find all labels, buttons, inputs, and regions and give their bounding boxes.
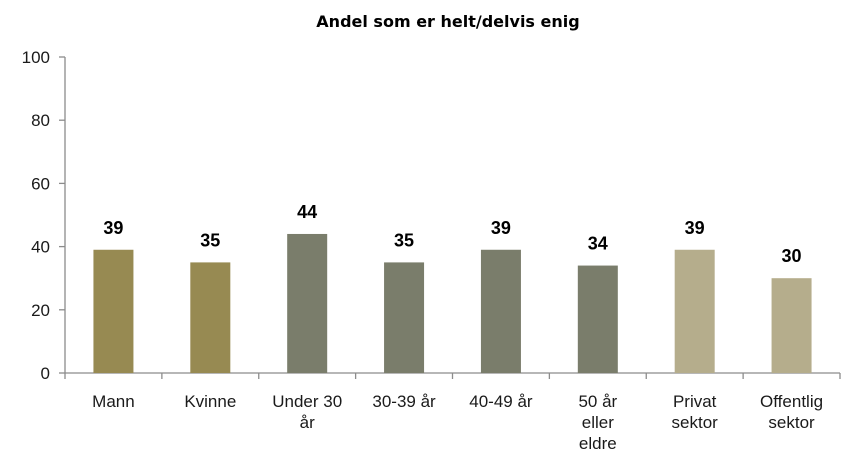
bars [93,233,812,373]
bar [577,265,618,373]
y-tick-label: 80 [31,111,50,130]
data-label: 39 [103,218,123,238]
y-tick-label: 60 [31,174,50,193]
category-label: Offentlig sektor [760,392,823,432]
bar [287,233,328,373]
category-label: Mann [92,392,135,411]
y-tick-label: 40 [31,238,50,257]
category-label: 40-49 år [469,392,533,411]
bar [384,262,425,373]
data-label: 39 [491,218,511,238]
bar [674,249,715,373]
bar [480,249,521,373]
bar [93,249,134,373]
category-label: 30-39 år [372,392,436,411]
bar [190,262,231,373]
category-label: Kvinne [184,392,236,411]
category-label: Privat sektor [672,392,719,432]
y-tick-label: 0 [41,364,50,383]
category-label: 50 år eller eldre [578,392,617,453]
data-label: 34 [588,234,608,254]
chart-axes [64,57,841,379]
data-label: 30 [782,246,802,266]
data-label: 35 [394,230,414,250]
category-labels: Mann Kvinne Under 30 år 30-39 år 40-49 år 50 å… [92,392,823,453]
data-label: 39 [685,218,705,238]
data-labels: 39 35 44 35 39 34 39 30 [103,202,801,266]
y-tick-label: 20 [31,301,50,320]
data-label: 35 [200,230,220,250]
y-axis-ticks: 0 20 40 60 80 100 [22,48,65,383]
data-label: 44 [297,202,317,222]
category-label: Under 30 år [272,392,342,432]
y-tick-label: 100 [22,48,50,67]
chart-title: Andel som er helt/delvis enig [316,12,579,31]
bar [771,278,812,373]
